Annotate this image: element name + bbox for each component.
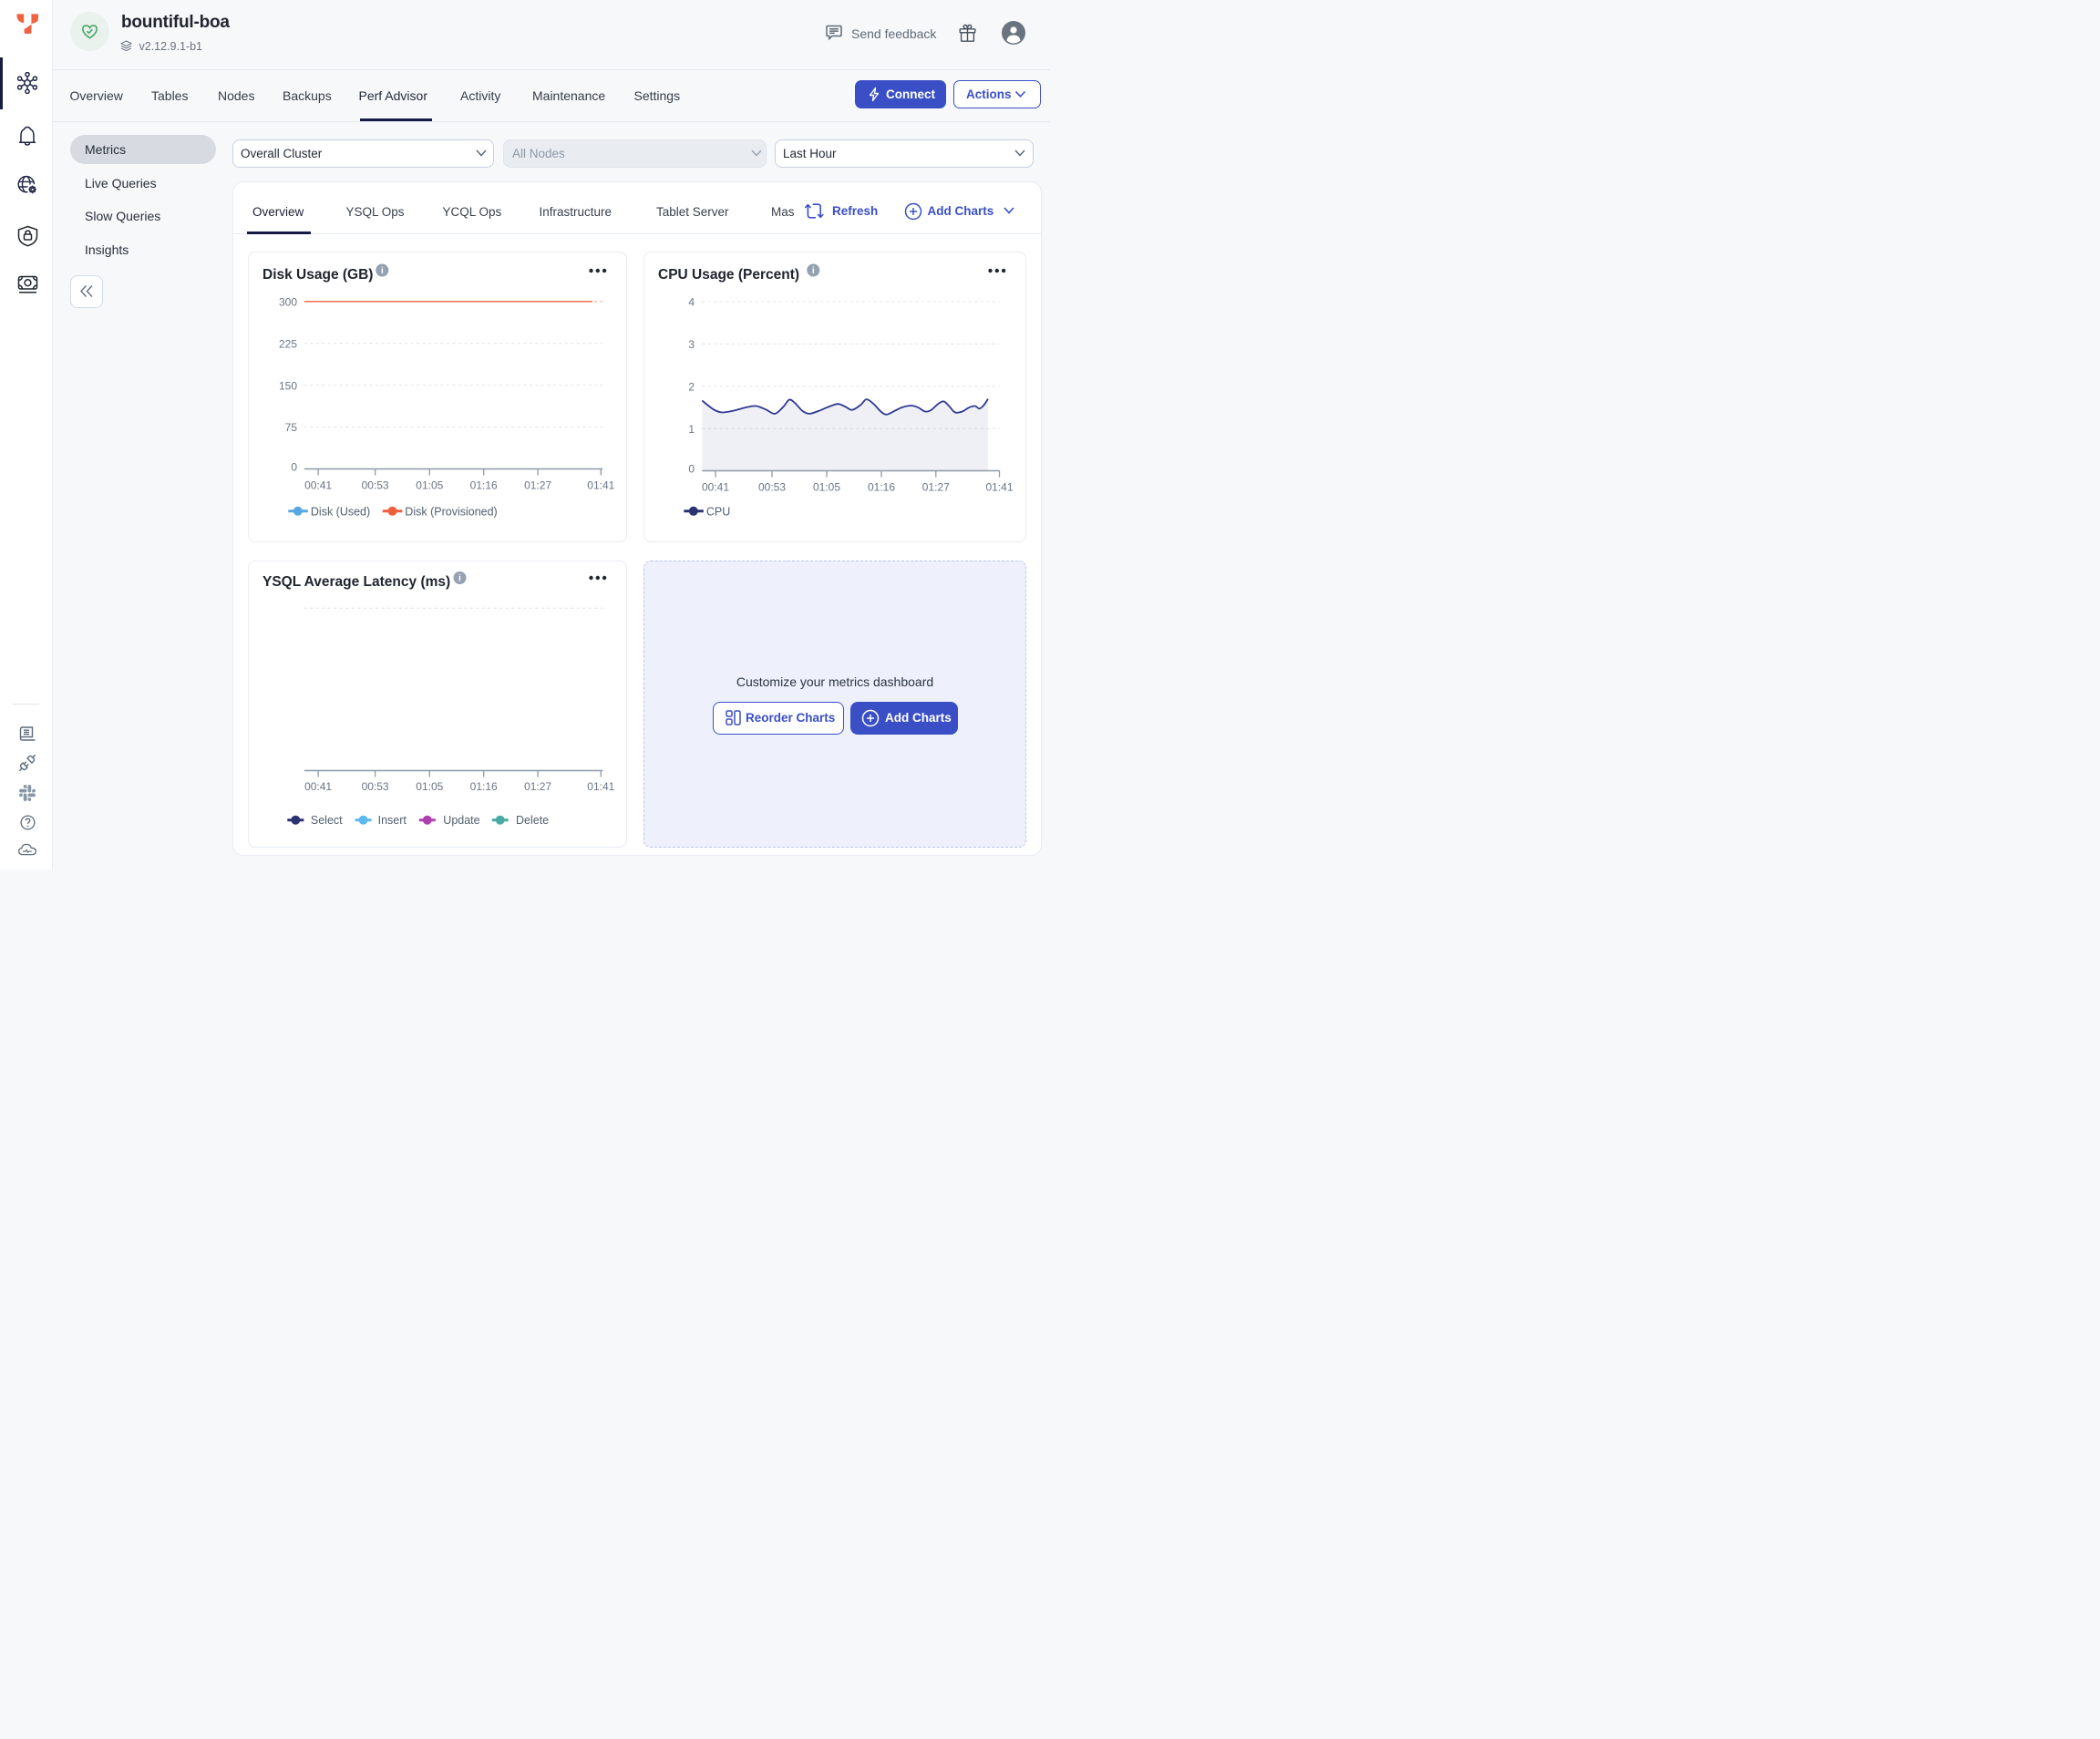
- svg-text:Disk (Used): Disk (Used): [311, 505, 370, 518]
- svg-text:01:41: 01:41: [587, 478, 614, 491]
- svg-text:01:16: 01:16: [469, 780, 497, 793]
- svg-text:1: 1: [688, 423, 695, 436]
- svg-text:CPU Usage (Percent): CPU Usage (Percent): [658, 267, 799, 283]
- svg-text:01:05: 01:05: [416, 780, 443, 793]
- svg-text:i: i: [812, 265, 815, 276]
- svg-text:Delete: Delete: [516, 814, 549, 827]
- svg-text:01:27: 01:27: [524, 478, 551, 491]
- svg-text:Select: Select: [311, 814, 343, 827]
- svg-text:225: 225: [279, 337, 297, 350]
- svg-text:YSQL Average Latency (ms): YSQL Average Latency (ms): [262, 574, 450, 590]
- svg-text:2: 2: [688, 381, 695, 394]
- svg-text:01:41: 01:41: [587, 780, 614, 793]
- svg-text:i: i: [381, 265, 384, 276]
- svg-text:00:53: 00:53: [361, 780, 388, 793]
- svg-text:Disk (Provisioned): Disk (Provisioned): [405, 505, 497, 518]
- svg-text:300: 300: [279, 296, 297, 309]
- svg-text:01:27: 01:27: [524, 780, 551, 793]
- svg-text:3: 3: [688, 338, 695, 351]
- svg-text:i: i: [458, 573, 461, 584]
- svg-text:01:05: 01:05: [416, 478, 443, 491]
- svg-text:01:41: 01:41: [985, 480, 1013, 493]
- svg-text:01:16: 01:16: [868, 480, 895, 493]
- svg-text:01:05: 01:05: [813, 480, 840, 493]
- svg-text:Disk Usage (GB): Disk Usage (GB): [262, 267, 373, 283]
- svg-text:Update: Update: [443, 814, 479, 827]
- svg-text:0: 0: [291, 461, 297, 474]
- svg-text:00:41: 00:41: [304, 478, 332, 491]
- svg-text:00:53: 00:53: [758, 480, 786, 493]
- svg-text:75: 75: [284, 421, 297, 434]
- svg-text:150: 150: [279, 379, 297, 392]
- svg-text:00:53: 00:53: [361, 478, 388, 491]
- svg-text:4: 4: [688, 296, 695, 309]
- svg-text:CPU: CPU: [706, 505, 730, 518]
- svg-text:01:16: 01:16: [469, 478, 497, 491]
- svg-text:00:41: 00:41: [702, 480, 729, 493]
- svg-text:0: 0: [688, 463, 695, 476]
- svg-text:Insert: Insert: [377, 814, 407, 827]
- svg-text:01:27: 01:27: [922, 480, 950, 493]
- svg-text:00:41: 00:41: [304, 780, 332, 793]
